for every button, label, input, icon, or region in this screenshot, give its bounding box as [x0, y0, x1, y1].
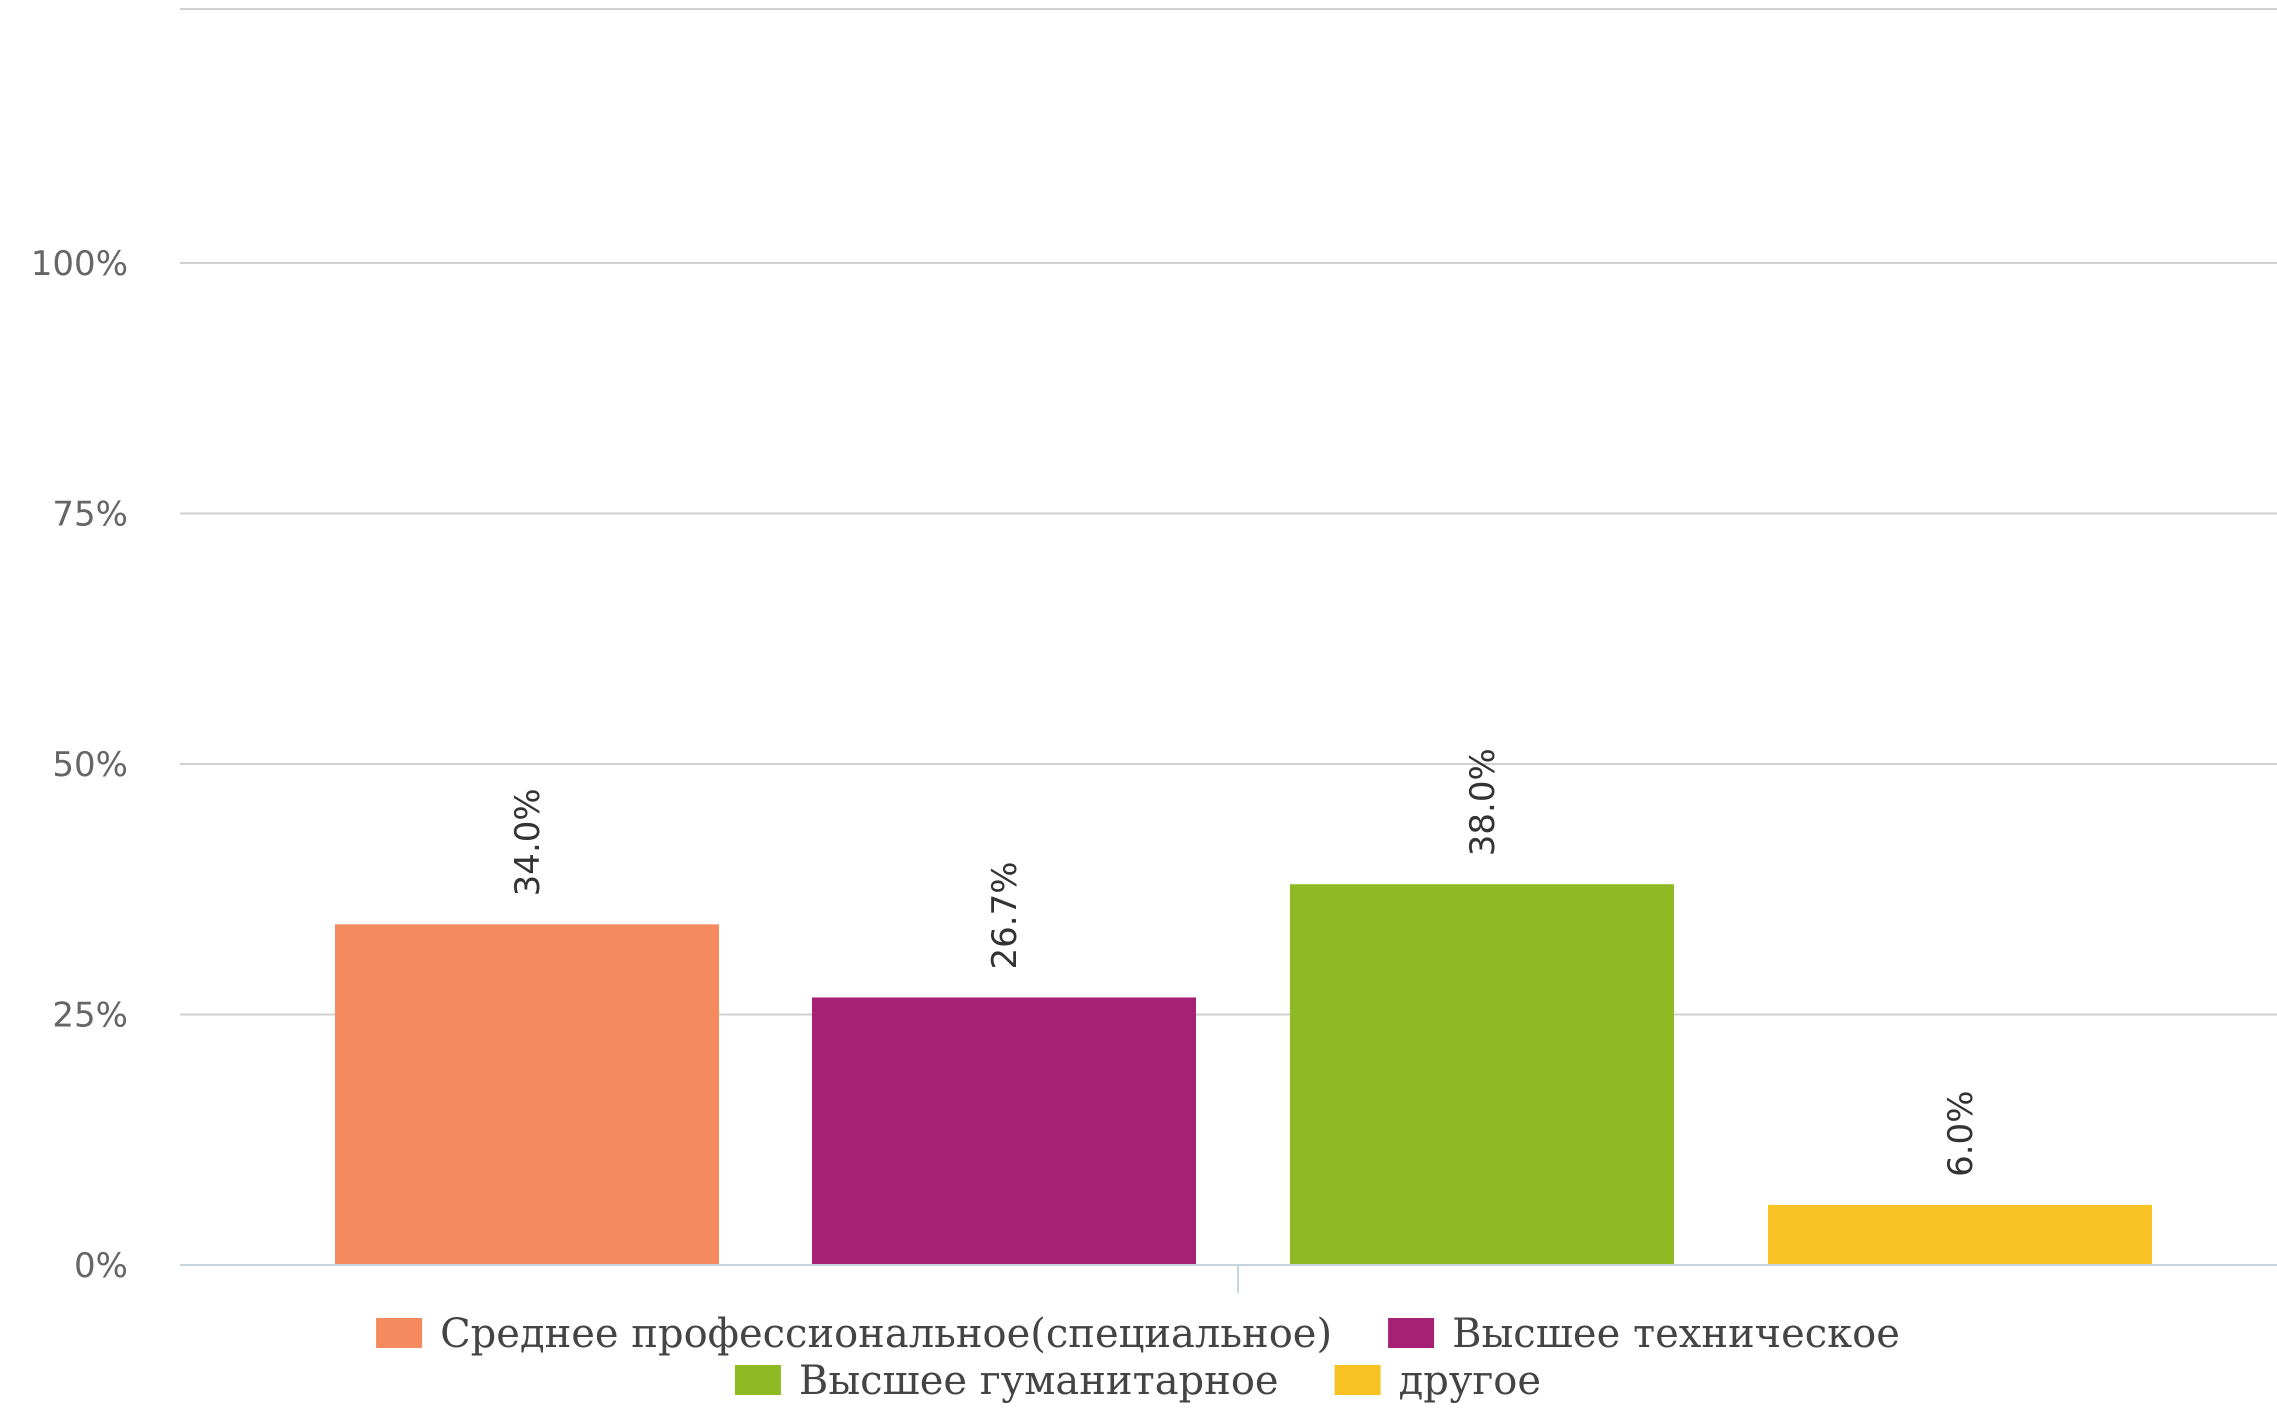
y-tick-label: 100% — [31, 244, 128, 284]
y-tick-label: 25% — [52, 996, 128, 1036]
legend-label: другое — [1399, 1358, 1541, 1404]
bar-value-label: 26.7% — [985, 861, 1025, 969]
x-axis — [180, 1264, 2277, 1293]
bar-value-label: 38.0% — [1463, 748, 1503, 856]
y-tick-label: 75% — [52, 495, 128, 535]
y-axis-ticks: 0% 25% 50% 75% 100% — [31, 244, 128, 1286]
legend-item[interactable]: Высшее техническое — [1388, 1311, 1900, 1357]
legend-swatch — [1388, 1318, 1435, 1348]
legend-label: Среднее профессиональное(специальное) — [440, 1311, 1332, 1357]
legend-swatch — [376, 1318, 423, 1348]
bar-value-labels: 34.0% 26.7% 38.0% 6.0% — [508, 748, 1981, 1177]
bar — [1290, 884, 1674, 1265]
legend-label: Высшее гуманитарное — [799, 1358, 1279, 1404]
legend-swatch — [1334, 1365, 1381, 1395]
bar-value-label: 34.0% — [508, 788, 548, 896]
legend-label: Высшее техническое — [1452, 1311, 1900, 1357]
bar — [335, 924, 719, 1265]
bar-value-label: 6.0% — [1941, 1090, 1981, 1176]
legend: Среднее профессиональное(специальное) Выс… — [376, 1311, 1900, 1404]
y-tick-label: 50% — [52, 745, 128, 785]
gridlines — [180, 8, 2277, 1016]
bar — [812, 997, 1196, 1265]
bar — [1768, 1204, 2152, 1265]
legend-item[interactable]: другое — [1334, 1358, 1541, 1404]
legend-item[interactable]: Высшее гуманитарное — [734, 1358, 1279, 1404]
bars — [335, 884, 2152, 1265]
y-tick-label: 0% — [74, 1246, 128, 1286]
legend-swatch — [734, 1365, 781, 1395]
legend-item[interactable]: Среднее профессиональное(специальное) — [376, 1311, 1332, 1357]
